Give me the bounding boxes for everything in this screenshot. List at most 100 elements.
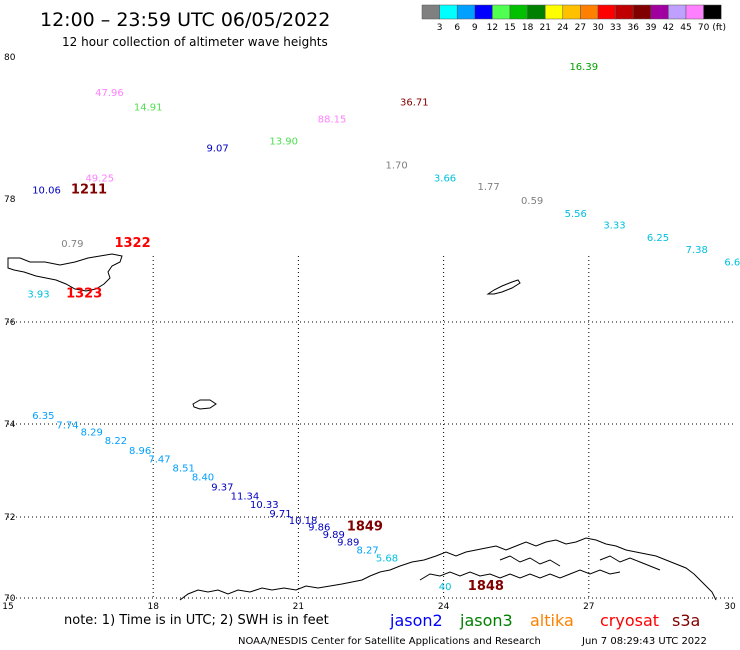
legend-tick-label: 9 [472,23,478,33]
lat-tick-label: 76 [4,318,16,328]
satellite-jason2: jason2 [389,611,443,630]
lon-tick-label: 27 [583,602,594,612]
wave-height-value: 10.06 [32,185,61,196]
legend-swatch [632,4,652,20]
wave-height-value: 0.59 [521,196,543,207]
legend-swatch [650,4,669,20]
wave-height-value: 1.70 [386,160,408,171]
legend-swatch [439,4,458,20]
timestamp: Jun 7 08:29:43 UTC 2022 [581,636,707,647]
wave-height-value: 9.86 [308,522,330,533]
satellite-altika: altika [530,611,574,630]
legend-tick-label: 30 [592,23,604,33]
footer-note: note: 1) Time is in UTC; 2) SWH is in fe… [64,613,329,628]
legend-swatch [562,4,581,20]
wave-height-value: 40 [439,582,452,593]
wave-height-value: 47.96 [95,88,124,99]
legend-swatch [703,4,722,20]
time-label: 1211 [71,182,107,197]
map-title: 12:00 – 23:59 UTC 06/05/2022 [40,9,330,31]
legend-unit: (ft) [712,23,726,33]
wave-height-value: 10.33 [250,500,279,511]
legend-swatch [668,4,687,20]
legend-tick-label: 45 [680,23,691,33]
wave-height-value: 1.77 [477,182,499,193]
legend-swatch [527,4,546,20]
wave-height-value: 49.25 [85,173,114,184]
wave-height-value: 3.33 [603,221,625,232]
time-label: 1323 [66,286,102,301]
lat-tick-label: 70 [4,594,16,604]
wave-height-value: 8.96 [129,446,151,457]
wave-height-value: 8.51 [173,463,195,474]
legend-tick-label: 36 [627,23,639,33]
satellite-legend: jason2 jason3 altika cryosat s3a [389,611,700,630]
credit-line: NOAA/NESDIS Center for Satellite Applica… [238,636,541,647]
legend-swatch [509,4,528,20]
wave-height-value: 8.27 [356,545,378,556]
time-label: 1849 [347,519,383,534]
island-east [486,279,521,295]
wave-height-value: 7.38 [686,245,708,256]
map-subtitle: 12 hour collection of altimeter wave hei… [62,35,328,49]
legend-tick-label: 6 [454,23,460,33]
wave-height-value: 7.74 [56,421,78,432]
lon-tick-label: 15 [2,602,13,612]
time-label: 1322 [114,236,150,251]
wave-height-value: 8.22 [105,436,127,447]
legend-tick-label: 12 [487,23,498,33]
legend-tick-label: 15 [504,23,515,33]
legend-swatch [615,4,634,20]
legend-tick-label: 21 [539,23,550,33]
legend-tick-label: 33 [610,23,621,33]
satellite-cryosat: cryosat [600,611,659,630]
coastline [7,253,717,601]
wave-height-value: 5.68 [376,554,398,565]
wave-height-value: 6.64 [724,257,740,268]
norway-coast [179,537,717,601]
wave-height-value: 8.29 [81,428,103,439]
wave-height-value: 3.93 [27,289,49,300]
legend-tick-label: 27 [575,23,586,33]
legend-swatch [492,4,511,20]
wave-height-value: 8.40 [192,473,214,484]
legend-tick-label: 39 [645,23,657,33]
wave-height-value: 9.71 [269,509,291,520]
wave-height-value: 0.79 [61,239,83,250]
legend-swatch [580,4,599,20]
legend-tick-label: 42 [663,23,674,33]
wave-height-value: 16.39 [569,62,598,73]
legend-tick-label: 18 [522,23,534,33]
satellite-s3a: s3a [672,611,700,630]
wave-height-value: 6.35 [32,411,54,422]
time-label: 1848 [468,579,504,594]
svalbard-coast [7,253,123,292]
wave-height-value: 14.91 [134,102,163,113]
lat-tick-label: 78 [4,195,16,205]
legend-tick-label: 24 [557,23,569,33]
legend-swatch [456,4,476,20]
color-legend: 3 6 9 12 15 18 21 24 27 30 33 36 39 42 45 70 (ft) [421,4,726,33]
legend-swatch [544,4,564,20]
legend-tick-label: 3 [437,23,443,33]
wave-height-value: 88.15 [318,114,347,125]
legend-swatch [474,4,493,20]
lon-tick-label: 30 [724,602,736,612]
legend-swatch [421,4,440,20]
lat-tick-label: 74 [4,420,16,430]
wave-height-labels: 16.39 47.96 14.91 36.71 88.15 13.90 9.07 1.70 3.… [27,62,740,594]
lon-tick-label: 18 [147,602,159,612]
wave-height-value: 6.25 [647,233,669,244]
lat-lon-grid: 15 18 21 24 27 30 80 78 76 74 72 70 [2,53,736,612]
wave-height-value: 7.47 [148,455,170,466]
lon-tick-label: 24 [438,602,450,612]
lon-tick-label: 21 [293,602,304,612]
satellite-jason3: jason3 [459,611,513,630]
wave-height-value: 9.07 [206,143,228,154]
wave-height-value: 13.90 [269,136,298,147]
wave-height-value: 9.89 [323,530,345,541]
wave-height-value: 36.71 [400,97,429,108]
lat-tick-label: 72 [4,513,15,523]
